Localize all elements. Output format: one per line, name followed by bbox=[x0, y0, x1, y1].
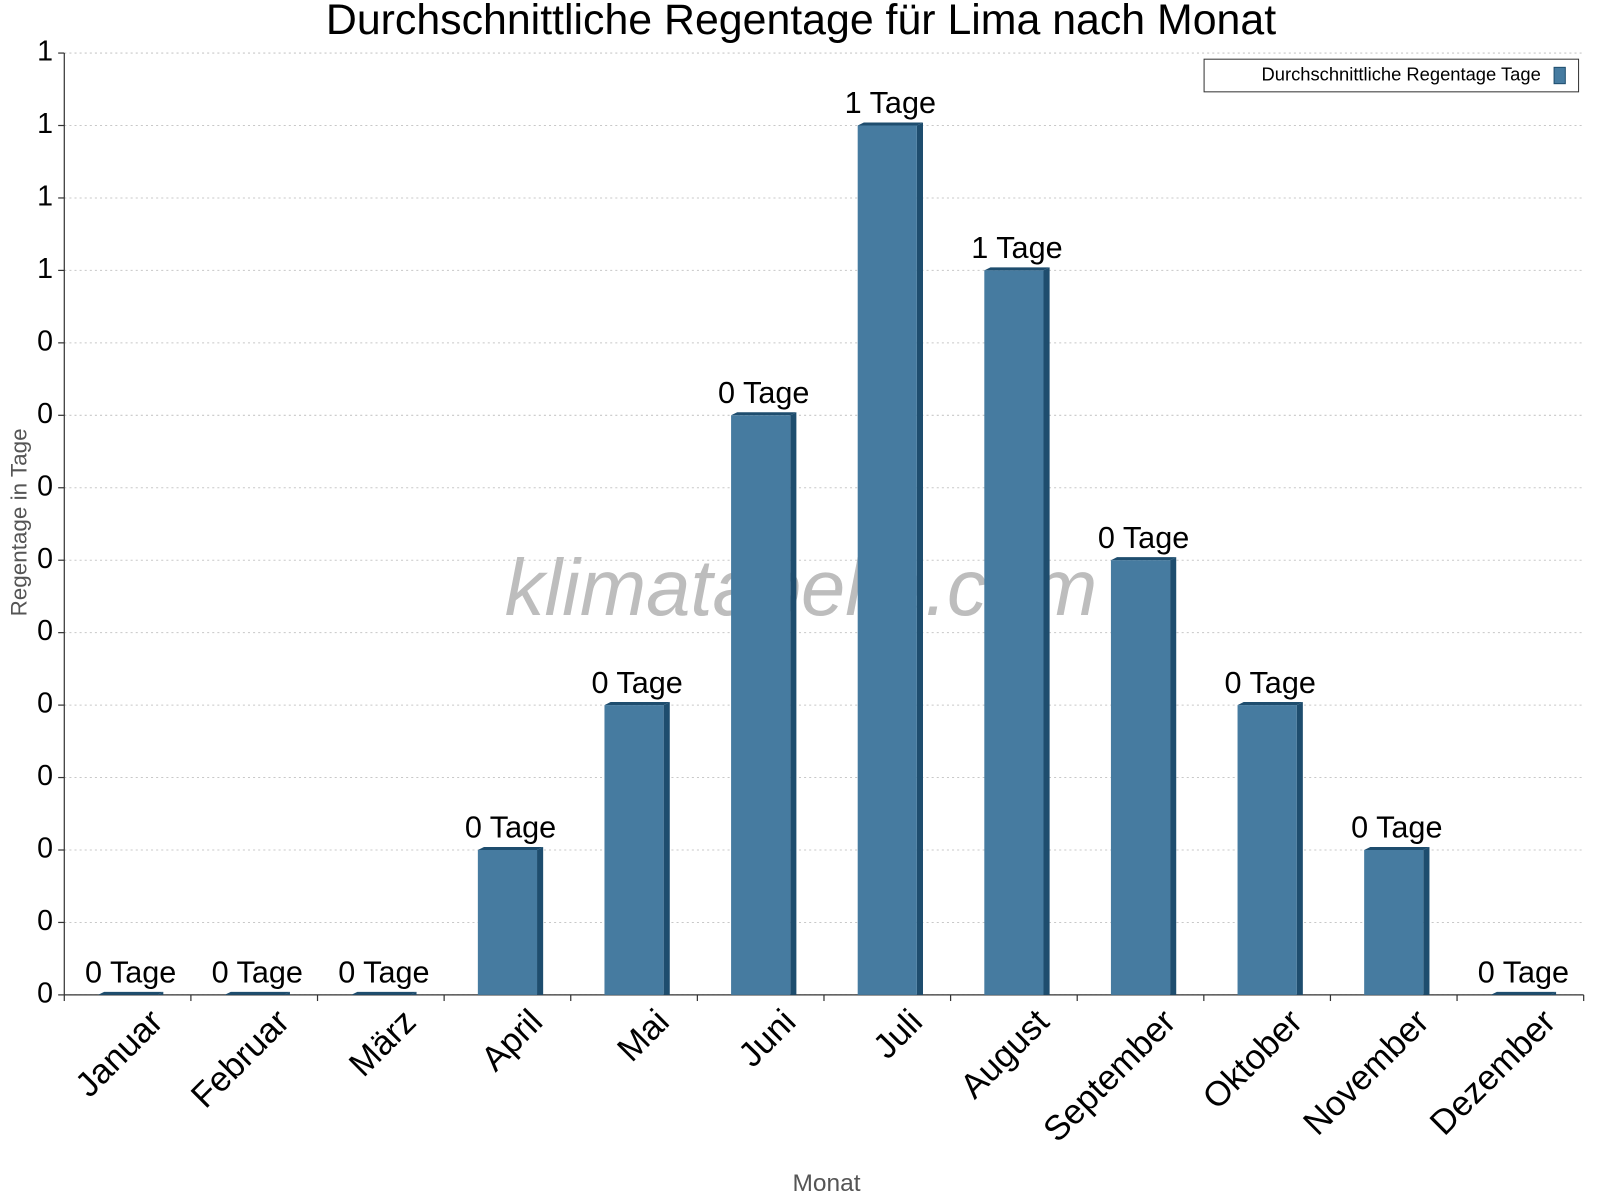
bar-group bbox=[1237, 702, 1303, 995]
x-tick-label: September bbox=[1036, 1003, 1183, 1150]
y-axis-title: Regentage in Tage bbox=[6, 428, 31, 616]
bar-top bbox=[351, 991, 417, 995]
bar-top bbox=[477, 846, 544, 850]
bar-group bbox=[98, 991, 164, 995]
y-tick-label: 0 bbox=[37, 398, 53, 430]
bar bbox=[1364, 850, 1424, 995]
bar-side bbox=[790, 412, 797, 995]
y-tick-label: 1 bbox=[37, 181, 53, 213]
x-tick-label: Juni bbox=[732, 1003, 804, 1075]
x-tick-label: November bbox=[1296, 1003, 1436, 1143]
bar-group bbox=[224, 991, 290, 995]
bar-side bbox=[916, 122, 924, 995]
bar-group bbox=[1364, 846, 1430, 995]
value-label: 0 Tage bbox=[1351, 811, 1442, 845]
x-tick-label: Oktober bbox=[1196, 1003, 1310, 1117]
value-label: 0 Tage bbox=[1225, 666, 1316, 700]
x-tick-label: April bbox=[474, 1003, 550, 1079]
bar-side bbox=[1423, 846, 1430, 995]
bar bbox=[604, 705, 664, 995]
x-tick-label: Februar bbox=[184, 1003, 297, 1116]
bar-group bbox=[857, 122, 924, 995]
bar-top bbox=[1110, 557, 1177, 561]
value-label: 0 Tage bbox=[465, 811, 556, 845]
y-tick-label: 1 bbox=[37, 36, 53, 68]
bar bbox=[477, 850, 538, 995]
bar-side bbox=[537, 846, 544, 995]
chart-title: Durchschnittliche Regentage für Lima nac… bbox=[326, 0, 1276, 44]
bar-top bbox=[857, 122, 924, 126]
x-tick-label: März bbox=[342, 1003, 423, 1084]
bar-top bbox=[224, 991, 290, 995]
legend-box bbox=[1203, 58, 1580, 93]
value-label: 0 Tage bbox=[1478, 956, 1569, 990]
value-label: 0 Tage bbox=[591, 666, 682, 700]
bar bbox=[857, 125, 917, 995]
y-tick-label: 0 bbox=[37, 833, 53, 865]
legend-swatch bbox=[1553, 66, 1566, 85]
y-tick-label: 0 bbox=[37, 905, 53, 937]
bar-top bbox=[604, 702, 670, 706]
y-tick-label: 0 bbox=[37, 543, 53, 575]
legend-label: Durchschnittliche Regentage Tage bbox=[1262, 63, 1541, 84]
bar-group bbox=[604, 702, 670, 995]
y-tick-label: 1 bbox=[37, 108, 53, 140]
value-label: 0 Tage bbox=[718, 376, 809, 410]
bar bbox=[984, 270, 1044, 995]
bar bbox=[1237, 705, 1297, 995]
y-tick-label: 0 bbox=[37, 615, 53, 647]
x-tick-label: Juli bbox=[866, 1003, 930, 1067]
bar-top bbox=[984, 267, 1050, 271]
bar-side bbox=[663, 702, 670, 995]
x-tick-label: August bbox=[953, 1002, 1056, 1105]
value-label: 0 Tage bbox=[1098, 521, 1189, 555]
y-tick-label: 1 bbox=[37, 253, 53, 285]
bar-group bbox=[1110, 557, 1177, 995]
y-tick-label: 0 bbox=[37, 760, 53, 792]
bar-side bbox=[1043, 267, 1050, 995]
bar-group bbox=[984, 267, 1050, 995]
y-tick-label: 0 bbox=[37, 688, 53, 720]
bar-group bbox=[1490, 991, 1557, 995]
x-tick-label: Januar bbox=[68, 1003, 170, 1105]
x-axis-title: Monat bbox=[793, 1170, 861, 1197]
bar-top bbox=[98, 991, 164, 995]
x-tick-label: Mai bbox=[610, 1003, 676, 1069]
bar-top bbox=[1490, 991, 1557, 995]
y-tick-label: 0 bbox=[37, 325, 53, 357]
bar-top bbox=[1237, 702, 1303, 706]
y-tick-label: 0 bbox=[37, 977, 53, 1009]
value-label: 1 Tage bbox=[845, 86, 936, 120]
y-tick-label: 0 bbox=[37, 470, 53, 502]
bar-side bbox=[1296, 702, 1303, 995]
value-label: 0 Tage bbox=[338, 956, 429, 990]
bar-group bbox=[351, 991, 417, 995]
bar-top bbox=[1364, 846, 1430, 850]
value-label: 0 Tage bbox=[212, 956, 303, 990]
bar-top bbox=[731, 412, 797, 416]
bar-side bbox=[1170, 557, 1177, 995]
x-tick-label: Dezember bbox=[1423, 1003, 1563, 1143]
bar bbox=[731, 415, 791, 995]
value-label: 0 Tage bbox=[85, 956, 176, 990]
bar-group bbox=[731, 412, 797, 995]
bar-group bbox=[477, 846, 544, 995]
bar bbox=[1110, 560, 1171, 995]
value-label: 1 Tage bbox=[971, 231, 1062, 265]
